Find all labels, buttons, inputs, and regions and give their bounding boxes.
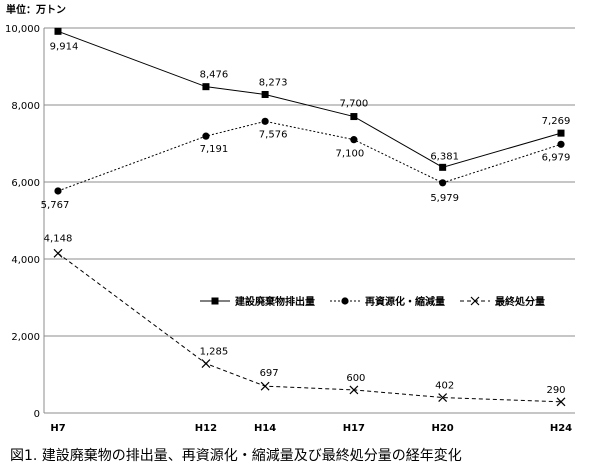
data-label: 697 [260,368,279,379]
data-point-square [557,129,565,137]
data-point-cross [201,359,211,368]
data-label: 600 [346,373,365,384]
legend-item: 建設廃棄物排出量 [200,295,315,308]
data-point-circle [350,136,358,144]
data-point-cross [53,248,63,258]
data-label: 8,476 [200,70,229,81]
data-label: 7,700 [340,99,369,110]
y-tick-label: 10,000 [5,24,40,35]
data-point-cross [260,381,270,391]
y-tick-label: 8,000 [11,101,40,112]
y-tick-label: 0 [34,409,40,420]
y-tick-label: 6,000 [11,178,40,189]
data-point-circle [439,179,447,187]
legend-marker-cross [470,296,480,306]
data-point-square [202,83,210,91]
chart-caption: 図1. 建設廃棄物の排出量、再資源化・縮減量及び最終処分量の経年変化 [10,447,462,464]
data-point-cross [438,393,448,402]
series-line-1 [57,30,562,168]
data-label: 8,273 [259,77,288,88]
data-point-circle [54,187,62,195]
x-tick-label: H24 [550,423,572,434]
data-label: 7,269 [542,116,571,127]
x-tick-label: H14 [254,423,276,434]
data-label: 6,381 [430,151,459,162]
data-label: 6,979 [542,152,571,163]
x-tick-label: H17 [343,423,365,434]
data-point-square [350,113,358,121]
x-tick-label: H12 [195,423,217,434]
data-label: 5,979 [430,193,459,204]
unit-label: 単位：万トン [6,3,66,16]
legend-marker-square [211,297,219,305]
series-line-3 [57,252,562,403]
data-label: 290 [546,385,565,396]
x-tick-label: H7 [50,423,65,434]
data-label: 7,576 [259,129,288,140]
data-label: 1,285 [200,347,229,358]
y-tick-label: 2,000 [11,332,40,343]
legend-item: 再資源化・縮減量 [330,295,445,308]
data-point-circle [557,140,565,148]
data-point-cross [349,385,359,395]
data-point-circle [261,117,269,125]
legend-label: 再資源化・縮減量 [365,295,445,308]
legend-item: 最終処分量 [460,295,545,308]
data-label: 5,767 [41,200,70,211]
legend-marker-circle [341,297,349,305]
data-point-square [439,163,447,171]
legend-label: 最終処分量 [495,295,545,308]
data-point-cross [556,397,566,407]
data-point-circle [202,132,210,140]
data-label: 7,100 [336,149,365,160]
data-point-square [54,27,62,35]
legend-label: 建設廃棄物排出量 [234,295,315,308]
data-label: 4,148 [44,233,73,244]
data-label: 9,914 [50,41,79,52]
x-tick-label: H20 [431,423,453,434]
data-point-square [261,90,269,98]
series-line-2 [57,120,562,192]
y-tick-label: 4,000 [11,255,40,266]
data-label: 7,191 [200,144,229,155]
data-label: 402 [435,381,454,392]
